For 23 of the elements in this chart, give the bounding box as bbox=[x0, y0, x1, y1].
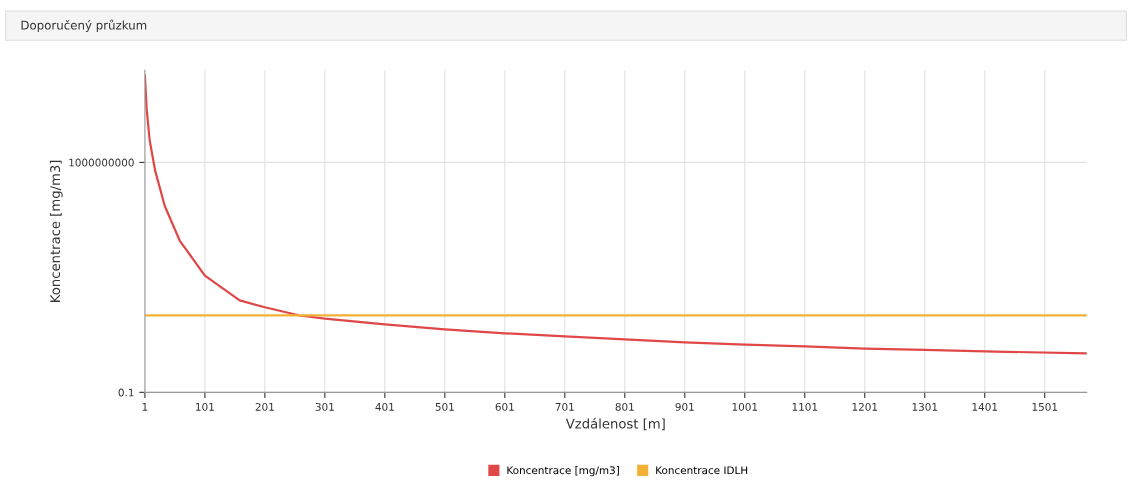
x-tick-label: 901 bbox=[675, 402, 694, 411]
x-tick-label: 1301 bbox=[912, 402, 938, 411]
x-tick-label: 501 bbox=[435, 402, 454, 411]
x-tick-label: 1001 bbox=[732, 402, 758, 411]
x-tick-label: 601 bbox=[495, 402, 514, 411]
legend-label: Koncentrace [mg/m3] bbox=[507, 466, 619, 477]
x-tick-label: 301 bbox=[315, 402, 334, 411]
chart-title: Doporučený průzkum bbox=[21, 19, 147, 32]
legend-label: Koncentrace IDLH bbox=[656, 466, 748, 475]
x-tick-label: 401 bbox=[375, 402, 394, 411]
x-tick-label: 1 bbox=[142, 403, 148, 411]
x-tick-label: 1501 bbox=[1032, 402, 1058, 411]
y-tick-label: 0.1 bbox=[118, 388, 134, 397]
x-tick-label: 801 bbox=[615, 402, 634, 411]
x-tick-label: 101 bbox=[196, 402, 214, 411]
y-axis-title: Koncentrace [mg/m3] bbox=[49, 160, 63, 302]
x-tick-label: 201 bbox=[255, 402, 274, 411]
x-tick-label: 1101 bbox=[792, 402, 818, 411]
y-tick-label: 1000000000 bbox=[69, 158, 134, 167]
x-axis-title: Vzdálenost [m] bbox=[565, 417, 665, 431]
x-tick-label: 701 bbox=[555, 402, 574, 411]
x-tick-label: 1401 bbox=[972, 402, 998, 411]
x-tick-label: 1201 bbox=[852, 402, 878, 411]
